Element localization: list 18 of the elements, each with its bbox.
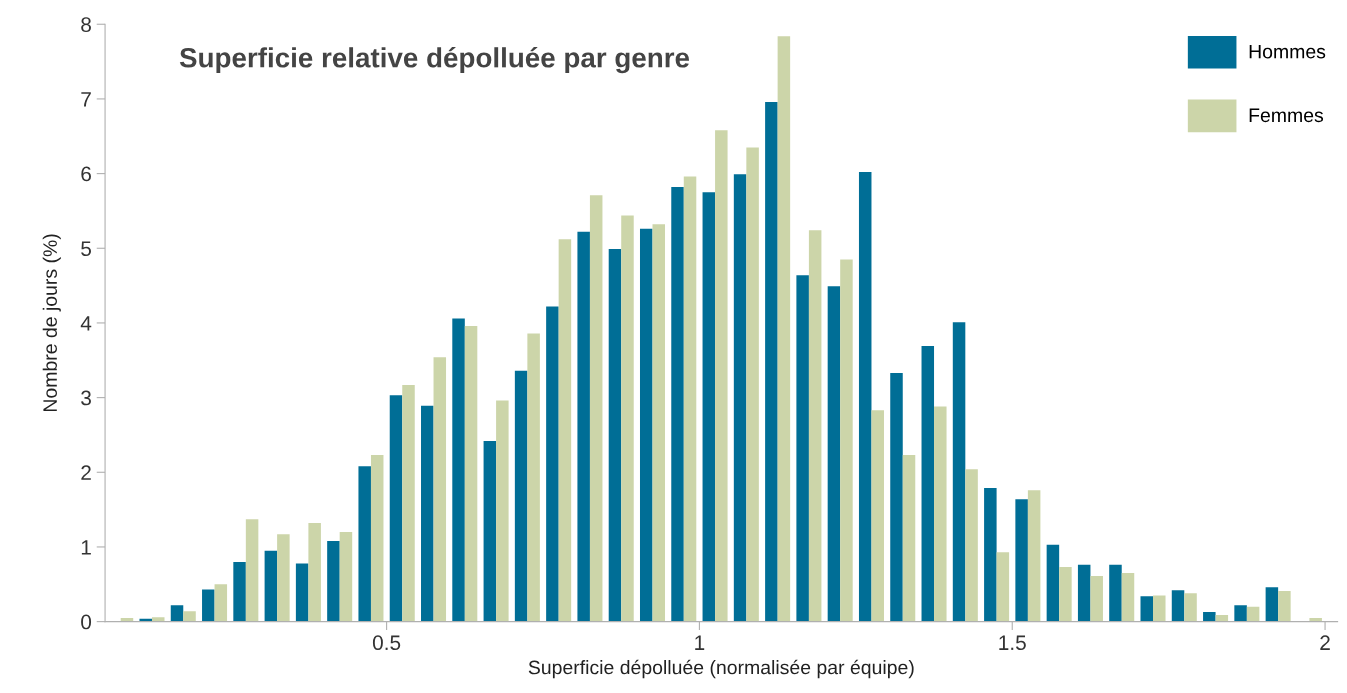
y-tick-label: 3 [81,390,91,406]
y-tick-label: 1 [81,540,91,555]
y-tick-label: 6 [81,166,91,182]
y-tick-label: 8 [81,17,91,33]
text: Superficie relative dépolluée par genre [179,46,690,74]
y-tick-label: 4 [80,316,92,331]
y-tick-label: 2 [81,465,91,480]
y-tick-label: 7 [81,92,91,107]
x-axis-title: Superficie dépolluée (normalisée par équipe) [528,659,914,679]
legend-label: Femmes [1249,108,1324,123]
legend-label: Hommes [1249,44,1326,59]
x-tick-label: 1.5 [999,635,1026,651]
x-tick-label: 0.5 [372,635,401,651]
y-tick-label: 5 [81,241,91,257]
x-tick-label: 2 [1320,635,1330,650]
x-tick-label: 1 [695,635,705,650]
y-tick-label: 0 [81,614,92,630]
y-axis-title: Nombre de jours (%) [42,234,61,412]
